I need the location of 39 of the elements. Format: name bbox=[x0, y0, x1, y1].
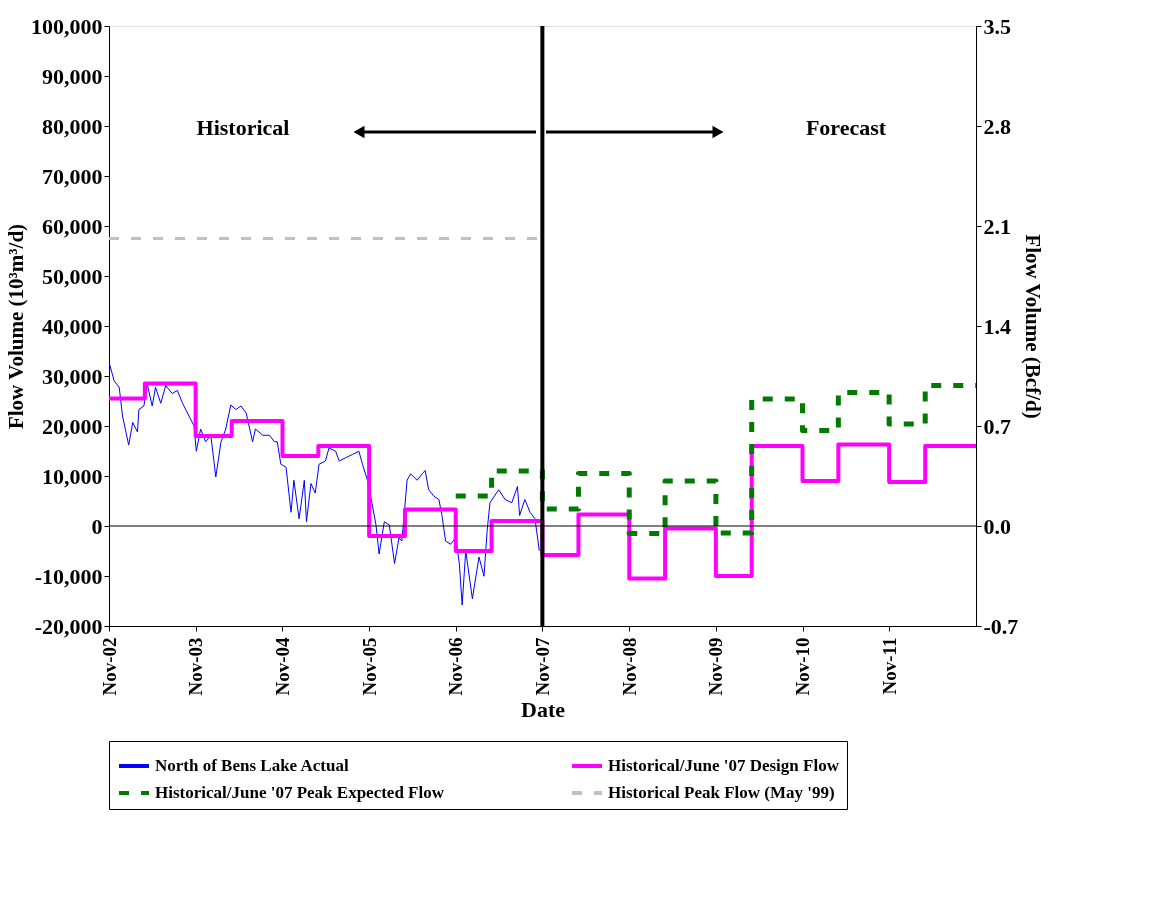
annotation: Historical bbox=[196, 115, 290, 140]
y-tick-label: 80,000 bbox=[42, 113, 103, 139]
y2-tick-label: 1.4 bbox=[983, 313, 1011, 339]
legend-label: Historical/June '07 Peak Expected Flow bbox=[155, 783, 445, 802]
y-tick-label: 40,000 bbox=[42, 313, 103, 339]
y2-tick-label: 0.7 bbox=[983, 413, 1011, 439]
legend-label: Historical/June '07 Design Flow bbox=[608, 756, 840, 775]
annotation: Forecast bbox=[805, 115, 887, 140]
x-axis-title: Date bbox=[521, 696, 566, 722]
x-tick-label: Nov-09 bbox=[705, 637, 727, 696]
y2-tick-label: 2.8 bbox=[983, 113, 1011, 139]
y2-tick-label: 3.5 bbox=[983, 13, 1011, 39]
y2-axis-title: Flow Volume (Bcf/d) bbox=[1021, 234, 1046, 419]
x-tick-label: Nov-05 bbox=[358, 637, 380, 696]
y-tick-label: 90,000 bbox=[42, 63, 103, 89]
y-tick-label: 100,000 bbox=[31, 13, 103, 39]
legend-label: North of Bens Lake Actual bbox=[155, 756, 349, 775]
y-tick-label: 30,000 bbox=[42, 363, 103, 389]
y-tick-label: -10,000 bbox=[34, 563, 103, 589]
x-tick-label: Nov-02 bbox=[98, 637, 120, 696]
y-tick-label: 10,000 bbox=[42, 463, 103, 489]
y-tick-label: 20,000 bbox=[42, 413, 103, 439]
x-tick-label: Nov-07 bbox=[531, 637, 553, 696]
y-axis-title: Flow Volume (10³m³/d) bbox=[4, 223, 28, 430]
y2-tick-label: 0.0 bbox=[983, 513, 1011, 539]
y-tick-label: -20,000 bbox=[34, 613, 103, 639]
y-tick-label: 50,000 bbox=[42, 263, 103, 289]
x-tick-label: Nov-08 bbox=[618, 637, 640, 696]
x-tick-label: Nov-06 bbox=[445, 637, 467, 696]
x-tick-label: Nov-04 bbox=[271, 637, 293, 696]
y2-tick-label: 2.1 bbox=[983, 213, 1011, 239]
y-tick-label: 60,000 bbox=[42, 213, 103, 239]
y2-tick-label: -0.7 bbox=[983, 613, 1019, 639]
x-tick-label: Nov-10 bbox=[792, 637, 814, 696]
legend-label: Historical Peak Flow (May '99) bbox=[608, 783, 835, 802]
x-tick-label: Nov-03 bbox=[185, 637, 207, 696]
y-tick-label: 0 bbox=[91, 513, 103, 539]
x-tick-label: Nov-11 bbox=[878, 637, 900, 695]
y-tick-label: 70,000 bbox=[42, 163, 103, 189]
